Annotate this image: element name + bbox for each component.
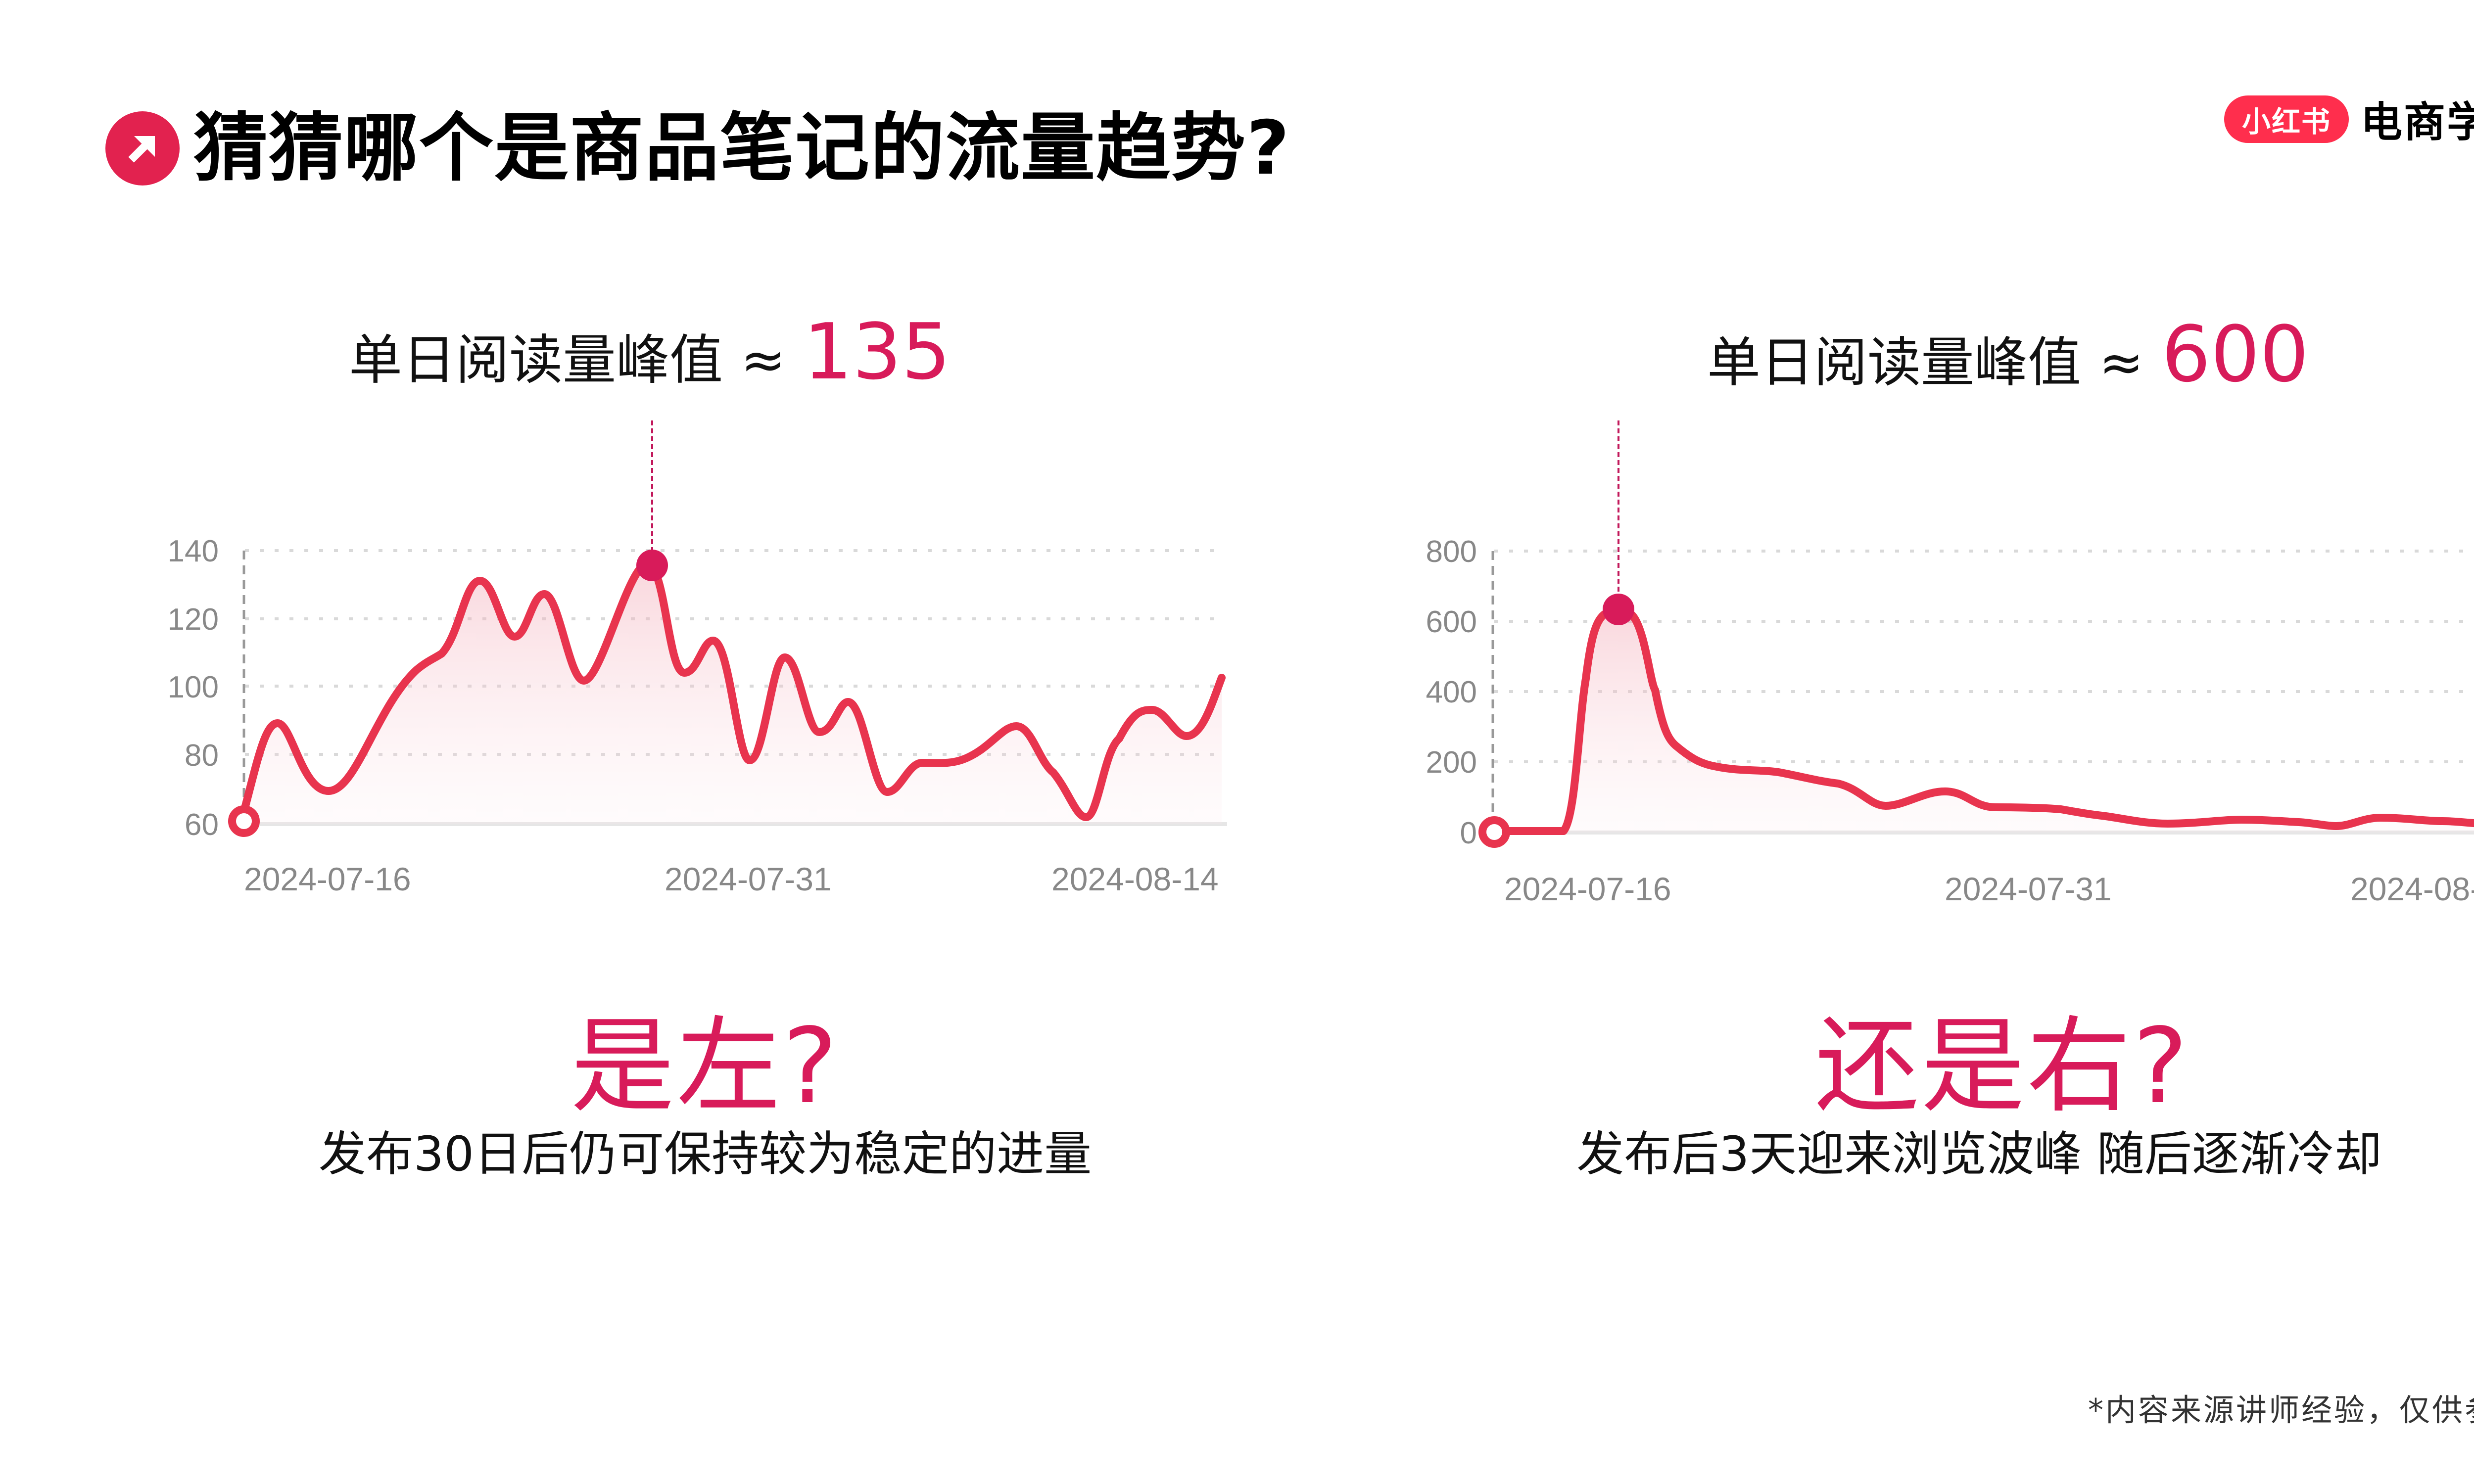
right-peak-value: 600	[2161, 309, 2309, 399]
right-x-tick: 2024-07-16	[1504, 871, 1671, 907]
left-y-tick: 100	[168, 670, 219, 704]
left-y-tick: 120	[168, 603, 219, 637]
right-chart: 800 600 400 200 0 2024-07-16 2024-07-31 …	[1426, 420, 2474, 907]
left-peak-label: 单日阅读量峰值 ≈ 135	[349, 307, 951, 397]
left-x-tick: 2024-07-16	[244, 861, 411, 897]
left-x-axis: 2024-07-16 2024-07-31 2024-08-14	[244, 861, 1219, 897]
right-description: 发布后3天迎来浏览波峰 随后逐渐冷却	[1576, 1126, 2382, 1182]
left-start-marker	[228, 805, 260, 837]
right-y-tick: 200	[1426, 745, 1477, 780]
page-title: 猜猜哪个是商品笔记的流量趋势?	[193, 105, 1291, 191]
brand-badge: 小红书	[2224, 95, 2349, 143]
right-y-tick: 400	[1426, 675, 1477, 709]
left-y-tick: 140	[168, 534, 219, 568]
right-x-axis: 2024-07-16 2024-07-31 2024-08-14	[1504, 871, 2474, 907]
right-y-tick: 600	[1426, 605, 1477, 639]
right-y-axis: 800 600 400 200 0	[1426, 535, 1477, 850]
approx-symbol: ≈	[2099, 332, 2144, 394]
left-y-axis: 140 120 100 80 60	[168, 534, 219, 842]
left-peak-marker	[636, 550, 668, 581]
right-peak-label-text: 单日阅读量峰值	[1707, 332, 2082, 394]
left-question: 是左?	[571, 1006, 840, 1127]
left-description: 发布30日后仍可保持较为稳定的进量	[318, 1126, 1092, 1182]
footnote: *内容来源讲师经验，仅供参考	[2088, 1392, 2474, 1428]
page-header: 猜猜哪个是商品笔记的流量趋势?	[105, 111, 1290, 186]
right-peak-label: 单日阅读量峰值 ≈ 600	[1707, 309, 2309, 399]
approx-symbol: ≈	[741, 329, 786, 391]
right-x-tick: 2024-07-31	[1945, 871, 2112, 907]
left-trend-line	[239, 560, 1226, 821]
right-start-marker	[1478, 816, 1510, 848]
left-y-tick: 80	[185, 739, 219, 773]
left-chart: 140 120 100 80 60 2024-07-16 2024-07-31 …	[168, 420, 1227, 897]
left-x-tick: 2024-07-31	[665, 861, 832, 897]
left-y-tick: 60	[185, 808, 219, 842]
right-x-tick: 2024-08-14	[2350, 871, 2474, 907]
left-peak-label-text: 单日阅读量峰值	[349, 329, 723, 391]
right-y-tick: 0	[1460, 816, 1477, 850]
right-area-fill	[1493, 609, 2474, 833]
brand-logo: 小红书 电商学习中心	[2224, 89, 2474, 149]
right-gridlines	[1494, 550, 2474, 763]
right-y-tick: 800	[1426, 535, 1477, 569]
left-x-tick: 2024-08-14	[1051, 861, 1219, 897]
left-peak-value: 135	[803, 307, 951, 397]
arrow-up-right-icon	[105, 111, 180, 186]
brand-text: 电商学习中心	[2361, 98, 2474, 146]
left-area-fill	[243, 564, 1222, 824]
right-question: 还是右?	[1815, 1006, 2190, 1127]
right-peak-marker	[1603, 594, 1634, 625]
